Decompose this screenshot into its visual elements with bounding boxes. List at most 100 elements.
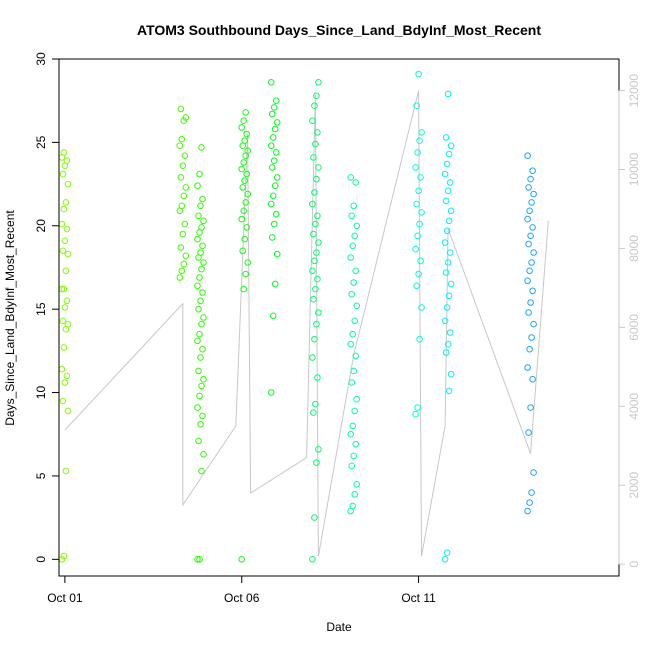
x-axis: Oct 01 Oct 06 Oct 11 — [47, 575, 436, 605]
data-point — [271, 125, 279, 133]
data-point — [527, 404, 534, 411]
data-point — [273, 174, 281, 181]
data-point — [267, 142, 275, 149]
data-point — [272, 149, 280, 156]
data-point — [347, 174, 355, 181]
data-point — [418, 209, 425, 216]
data-point — [238, 165, 245, 173]
data-point — [524, 215, 531, 223]
data-point — [196, 556, 203, 563]
data-point — [414, 232, 421, 240]
data-point — [443, 304, 451, 311]
plot-area — [58, 58, 620, 577]
data-point — [353, 395, 361, 403]
data-point — [311, 102, 318, 109]
data-point — [62, 267, 70, 275]
data-point — [350, 367, 358, 375]
data-point — [311, 514, 318, 521]
data-point — [415, 187, 422, 195]
data-point — [238, 124, 245, 131]
data-point — [530, 469, 537, 476]
data-point — [244, 147, 251, 154]
data-point — [527, 299, 534, 306]
data-point — [273, 119, 281, 126]
data-point — [351, 232, 359, 240]
data-point — [414, 404, 421, 411]
y2-tick-label: 12000 — [627, 74, 641, 108]
data-point — [198, 320, 205, 328]
data-point — [349, 330, 357, 338]
data-point — [177, 174, 185, 181]
data-point — [417, 257, 424, 265]
y2-tick-label: 10000 — [627, 152, 641, 186]
data-point — [524, 364, 531, 371]
data-point — [352, 267, 360, 275]
data-point — [524, 507, 531, 515]
data-point — [58, 365, 66, 373]
data-point — [58, 220, 66, 228]
data-point — [182, 252, 190, 260]
data-point — [445, 292, 453, 300]
data-point — [271, 280, 279, 288]
data-point — [61, 237, 69, 245]
data-point — [198, 265, 205, 273]
data-point — [180, 192, 188, 200]
data-point — [445, 387, 453, 395]
data-point — [180, 260, 188, 268]
data-point — [268, 110, 276, 118]
data-point — [528, 334, 535, 341]
data-point — [443, 160, 451, 168]
data-point — [351, 407, 359, 415]
data-point — [200, 314, 207, 321]
data-point — [313, 459, 320, 466]
data-point — [194, 556, 201, 563]
data-point — [180, 117, 188, 124]
data-point — [199, 412, 206, 420]
data-point — [239, 184, 246, 191]
data-point — [414, 149, 421, 156]
data-point — [196, 330, 203, 338]
y2-tick-label: 0 — [627, 561, 641, 568]
data-point — [530, 320, 537, 328]
data-point — [194, 235, 201, 243]
data-point — [447, 207, 455, 215]
data-point — [242, 109, 249, 116]
y2-tick-label: 2000 — [627, 472, 641, 499]
data-point — [198, 382, 205, 390]
data-point — [197, 202, 204, 210]
data-point — [315, 446, 322, 453]
data-point — [444, 340, 452, 348]
data-point — [415, 70, 422, 78]
data-point — [194, 282, 201, 290]
data-point — [242, 199, 249, 206]
data-point — [413, 200, 420, 208]
secondary-series — [64, 90, 549, 557]
data-point — [240, 159, 247, 166]
data-point — [59, 247, 67, 255]
data-point — [309, 267, 316, 275]
data-point — [240, 117, 247, 124]
data-point — [524, 277, 531, 285]
data-point — [61, 379, 69, 386]
data-point — [443, 549, 451, 557]
data-point — [441, 556, 449, 563]
data-point — [64, 407, 72, 415]
data-point — [244, 259, 251, 266]
y-axis: 0 5 10 15 20 25 30 — [34, 52, 60, 563]
data-point — [418, 304, 425, 311]
data-point — [197, 420, 204, 428]
data-point — [240, 207, 247, 215]
data-point — [447, 280, 455, 288]
y-tick-label: 30 — [34, 52, 48, 66]
data-point — [349, 242, 357, 250]
data-point — [312, 400, 319, 408]
data-point — [195, 212, 202, 220]
data-point — [348, 462, 356, 470]
data-point — [528, 489, 535, 496]
data-point — [313, 92, 320, 99]
data-point — [273, 250, 281, 258]
x-axis-label: Date — [326, 620, 352, 634]
data-point — [349, 502, 357, 510]
data-point — [441, 317, 449, 325]
data-point — [267, 389, 275, 396]
